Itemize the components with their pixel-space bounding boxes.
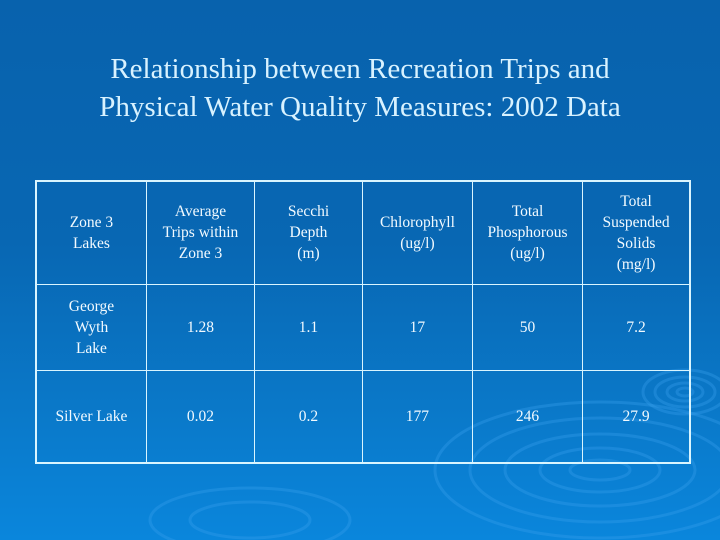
lake-name-cell: Silver Lake [35, 369, 147, 464]
header-total-phosphorous: Total Phosphorous (ug/l) [471, 180, 584, 285]
lake-name-cell: George Wyth Lake [35, 283, 147, 371]
slide-title-line-1: Relationship between Recreation Trips an… [110, 53, 610, 85]
secchi-depth-cell: 1.1 [254, 283, 363, 371]
header-chlorophyll: Chlorophyll (ug/l) [361, 180, 473, 285]
chlorophyll-cell: 177 [361, 369, 473, 464]
table-row: Silver Lake 0.02 0.2 177 246 27.9 [35, 369, 691, 464]
total-suspended-solids-cell: 7.2 [582, 283, 691, 371]
secchi-depth-cell: 0.2 [254, 369, 363, 464]
table-row: George Wyth Lake 1.28 1.1 17 50 7.2 [35, 283, 691, 371]
average-trips-cell: 0.02 [145, 369, 256, 464]
water-quality-table: Zone 3 Lakes Average Trips within Zone 3… [35, 180, 691, 464]
header-zone-3-lakes: Zone 3 Lakes [35, 180, 147, 285]
chlorophyll-cell: 17 [361, 283, 473, 371]
slide-title: Relationship between Recreation Trips an… [0, 50, 720, 126]
header-total-suspended-solids: Total Suspended Solids (mg/l) [582, 180, 691, 285]
average-trips-cell: 1.28 [145, 283, 256, 371]
header-secchi-depth: Secchi Depth (m) [254, 180, 363, 285]
total-suspended-solids-cell: 27.9 [582, 369, 691, 464]
header-average-trips: Average Trips within Zone 3 [145, 180, 256, 285]
total-phosphorous-cell: 50 [471, 283, 584, 371]
total-phosphorous-cell: 246 [471, 369, 584, 464]
table-header-row: Zone 3 Lakes Average Trips within Zone 3… [35, 180, 691, 285]
slide-title-line-2: Physical Water Quality Measures: 2002 Da… [99, 91, 621, 123]
